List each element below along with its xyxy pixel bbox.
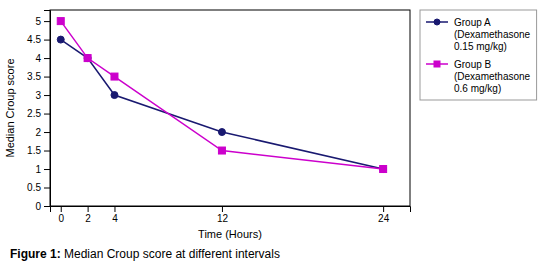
y-tick: 2.5 [27,108,50,119]
y-tick: 2 [35,127,50,138]
x-tick: 0 [58,206,64,224]
x-tick-mark [383,206,384,212]
x-tick: 24 [378,206,390,224]
y-axis: 0 0.5 1 1.5 2 2.5 3 3.5 4 4.5 5 [27,11,50,212]
y-tick-mark [44,132,50,133]
y-axis-title: Median Croup score [4,58,16,157]
caption-part: Figure 1: [10,247,61,261]
y-tick: 0 [35,201,50,212]
y-tick-mark [44,169,50,170]
plot-frame [50,10,410,206]
series [57,18,386,173]
legend-marker [434,19,440,25]
legend-item: Group A(Dexamethasone0.15 mg/kg) [426,17,531,52]
y-tick-mark [44,58,50,59]
x-tick-mark [88,206,89,212]
y-tick-label: 3 [35,90,41,101]
y-tick-mark [44,114,50,115]
y-tick-mark [44,21,50,22]
y-tick-label: 2.5 [27,108,41,119]
point [218,147,225,154]
series [57,36,386,172]
caption-part: Median Croup score at different interval… [61,247,280,261]
y-tick: 1 [35,164,50,175]
point [111,92,118,99]
y-tick-label: 3.5 [27,71,41,82]
x-tick: 2 [85,206,91,224]
y-tick-mark [44,206,50,207]
y-tick-label: 1.5 [27,145,41,156]
x-tick-label: 4 [112,213,118,224]
plot-area [57,18,386,173]
x-tick-label: 12 [217,213,229,224]
y-tick-label: 1 [35,164,41,175]
point [218,129,225,136]
x-axis-line [51,207,411,213]
y-tick: 5 [35,16,50,27]
y-tick: 3 [35,90,50,101]
legend: Group A(Dexamethasone0.15 mg/kg) Group B(… [420,10,537,100]
series-line [61,21,383,169]
point [380,166,387,173]
chart-root: 024122400.511.522.533.544.55Time (Hours)… [4,10,411,240]
legend-item: Group B(Dexamethasone0.6 mg/kg) [426,59,531,94]
legend-marker [434,61,440,67]
x-tick-mark [61,206,62,212]
y-tick: 0.5 [27,182,50,193]
y-tick: 1.5 [27,145,50,156]
x-tick: 12 [217,206,229,224]
point [84,55,91,62]
y-tick-label: 5 [35,16,41,27]
y-tick: 4 [35,53,50,64]
point [84,55,91,62]
x-tick-label: 2 [85,213,91,224]
y-tick: 4.5 [27,34,50,45]
y-tick-mark [44,95,50,96]
point [380,166,387,173]
y-tick-label: 0.5 [27,182,41,193]
legend-label: Group B(Dexamethasone0.6 mg/kg) [454,59,531,94]
x-axis-title: Time (Hours) [198,228,262,240]
x-tick-label: 0 [58,213,64,224]
x-tick-label: 24 [378,213,390,224]
x-tick: 4 [112,206,118,224]
x-tick-mark [114,206,115,212]
y-tick-mark [44,151,50,152]
series-line [61,40,383,169]
caption: Figure 1: Median Croup score at differen… [10,247,280,261]
y-tick-label: 4.5 [27,34,41,45]
point [111,73,118,80]
point [57,36,64,43]
legend-frame [420,10,537,100]
y-tick-label: 0 [35,201,41,212]
y-tick: 3.5 [27,71,50,82]
point [57,18,64,25]
x-axis: 0241224 [51,206,411,224]
y-tick-mark [44,188,50,189]
legend-label: Group A(Dexamethasone0.15 mg/kg) [454,17,531,52]
chart-svg: 024122400.511.522.533.544.55Time (Hours)… [0,0,545,266]
y-tick-label: 2 [35,127,41,138]
y-tick-label: 4 [35,53,41,64]
x-tick-mark [222,206,223,212]
y-tick-mark [44,77,50,78]
y-tick-mark [44,40,50,41]
